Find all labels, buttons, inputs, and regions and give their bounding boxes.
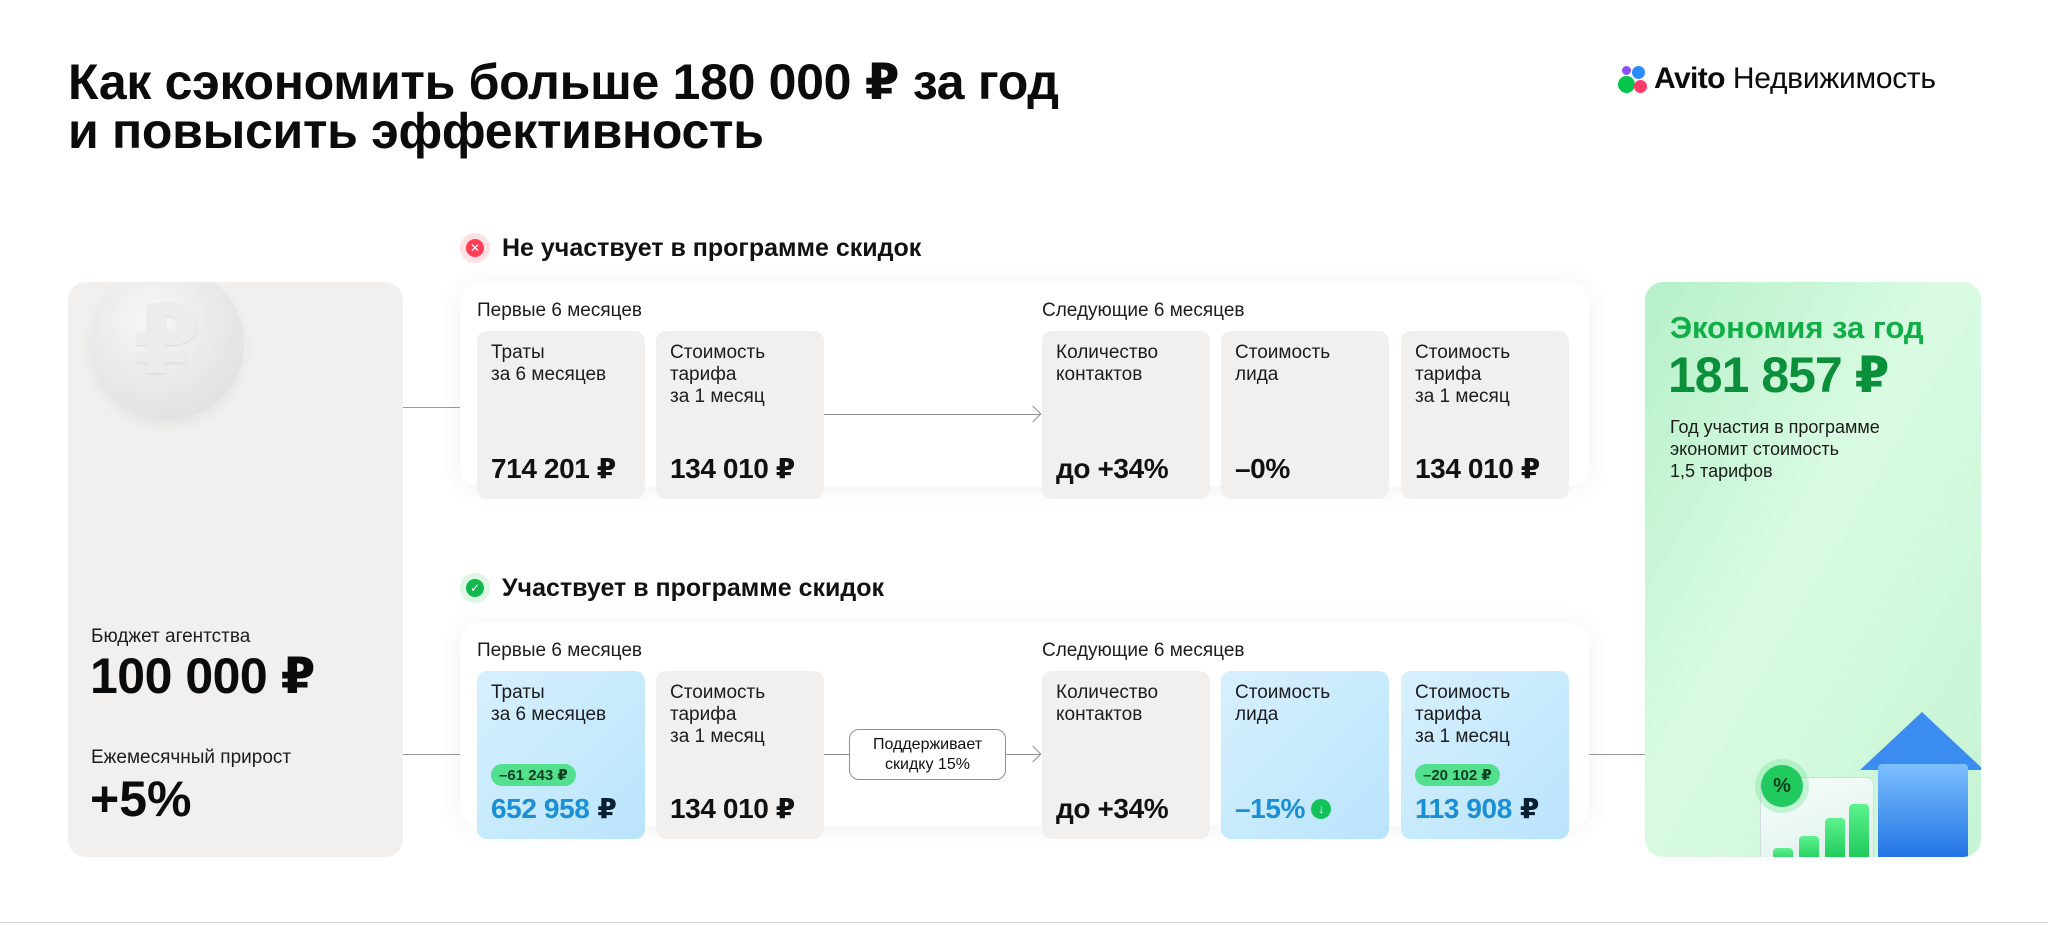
house-icon (1860, 712, 1981, 857)
close-circle-icon: ✕ (460, 233, 490, 263)
arrow-line (824, 414, 1040, 415)
tile-tariff-cost: Стоимость тарифа за 1 месяц 134 010 ₽ (656, 671, 824, 839)
tile-value: 134 010 ₽ (670, 453, 795, 484)
tile-value: до +34% (1056, 453, 1169, 484)
budget-label: Бюджет агентства (91, 626, 251, 647)
percent-badge-icon: % (1761, 765, 1803, 807)
savings-description: Год участия в программе экономит стоимос… (1670, 417, 1880, 481)
savings-title: Экономия за год (1670, 310, 1924, 345)
row-with-program: Первые 6 месяцев Следующие 6 месяцев Тра… (460, 623, 1589, 839)
avito-logo: Avito Недвижимость (1616, 62, 1936, 96)
coin-symbol: ₽ (133, 287, 201, 394)
first-period-label: Первые 6 месяцев (477, 640, 642, 661)
tile-tariff-cost-next: Стоимость тарифа за 1 месяц 134 010 ₽ (1401, 331, 1569, 499)
logo-brand: Avito (1654, 62, 1725, 95)
section-title-text: Участвует в программе скидок (502, 573, 885, 602)
section-title-text: Не участвует в программе скидок (502, 233, 922, 262)
arrow-right-icon (1024, 745, 1042, 763)
tile-lead-cost: Стоимость лида –0% (1221, 331, 1389, 499)
page-title: Как сэкономить больше 180 000 ₽ за год и… (68, 54, 1059, 159)
tile-value: 652 958 ₽ (491, 792, 617, 825)
arrow-line (1006, 754, 1040, 755)
tile-tariff-cost: Стоимость тарифа за 1 месяц 134 010 ₽ (656, 331, 824, 499)
divider (0, 922, 2048, 923)
tile-value: 113 908 ₽ (1415, 792, 1539, 825)
tile-spend: Траты за 6 месяцев –61 243 ₽ 652 958 ₽ (477, 671, 645, 839)
tile-spend: Траты за 6 месяцев 714 201 ₽ (477, 331, 645, 499)
arrow-line (824, 754, 849, 755)
growth-label: Ежемесячный прирост (91, 747, 292, 768)
agency-panel: ₽ Бюджет агентства 100 000 ₽ Ежемесячный… (68, 282, 403, 857)
section-with-program: ✓ Участвует в программе скидок (460, 573, 884, 603)
discount-pill: –20 102 ₽ (1415, 764, 1500, 786)
next-period-label: Следующие 6 месяцев (1042, 300, 1245, 321)
savings-panel: Экономия за год 181 857 ₽ Год участия в … (1645, 282, 1981, 857)
first-period-label: Первые 6 месяцев (477, 300, 642, 321)
connector-right (1589, 754, 1645, 755)
budget-value: 100 000 ₽ (90, 648, 315, 704)
savings-value: 181 857 ₽ (1668, 347, 1889, 403)
growth-value: +5% (90, 771, 192, 827)
tile-value: –0% (1235, 453, 1290, 484)
connector-bottom (403, 754, 460, 755)
logo-product: Недвижимость (1732, 62, 1936, 95)
title-line-2: и повысить эффективность (68, 103, 764, 159)
tile-lead-cost: Стоимость лида –15% ↓ (1221, 671, 1389, 839)
tile-value: 134 010 ₽ (670, 793, 795, 824)
check-circle-icon: ✓ (460, 573, 490, 603)
tile-contacts: Количество контактов до +34% (1042, 331, 1210, 499)
ruble-coin-icon: ₽ (90, 282, 244, 420)
next-period-label: Следующие 6 месяцев (1042, 640, 1245, 661)
avito-dots-icon (1616, 62, 1650, 96)
title-line-1: Как сэкономить больше 180 000 ₽ за год (68, 54, 1059, 110)
arrow-right-icon (1024, 405, 1042, 423)
tile-value: до +34% (1056, 793, 1169, 824)
tile-tariff-cost-next: Стоимость тарифа за 1 месяц –20 102 ₽ 113 … (1401, 671, 1569, 839)
discount-pill: –61 243 ₽ (491, 764, 576, 786)
tile-value: 134 010 ₽ (1415, 453, 1540, 484)
tile-value: –15% ↓ (1235, 793, 1332, 825)
row-without-program: Первые 6 месяцев Следующие 6 месяцев Тра… (460, 283, 1589, 499)
section-without-program: ✕ Не участвует в программе скидок (460, 233, 921, 263)
support-discount-box: Поддерживает скидку 15% (849, 729, 1006, 780)
arrow-down-icon: ↓ (1311, 799, 1332, 819)
tile-value: 714 201 ₽ (491, 453, 616, 484)
connector-top (403, 407, 460, 408)
tile-contacts: Количество контактов до +34% (1042, 671, 1210, 839)
